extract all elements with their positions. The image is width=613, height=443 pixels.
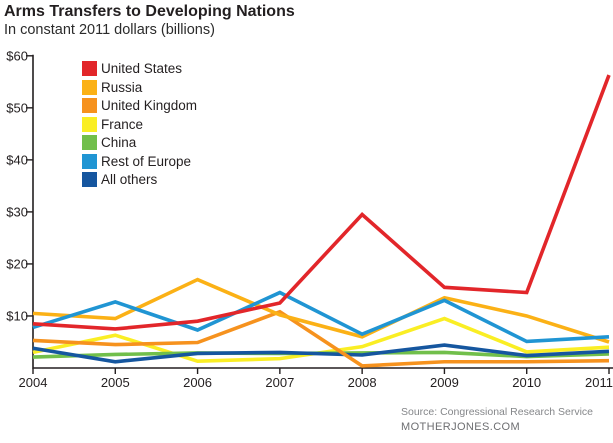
legend-swatch-icon [82, 116, 97, 132]
y-tick-label: $30 [6, 204, 28, 220]
legend-item: Russia [82, 79, 197, 95]
legend-label: All others [101, 172, 158, 187]
legend-swatch-icon [82, 79, 97, 95]
legend: United States Russia United Kingdom France C… [82, 61, 197, 191]
legend-label: United Kingdom [101, 98, 198, 113]
line-rest-of-europe [32, 290, 610, 344]
x-tick-label: 2009 [429, 375, 459, 390]
line-united-states [32, 74, 611, 331]
x-tick-label: 2004 [18, 375, 48, 390]
legend-item: United Kingdom [82, 98, 197, 113]
y-tick-label: $10 [6, 308, 28, 324]
line-russia [32, 277, 610, 344]
legend-swatch-icon [82, 135, 97, 150]
y-tick-label: $40 [6, 152, 28, 168]
y-tick-label: $50 [6, 100, 28, 116]
source-line: Source: Congressional Research Service [401, 406, 594, 418]
legend-item: Rest of Europe [82, 153, 197, 169]
legend-swatch-icon [82, 98, 97, 113]
legend-item: All others [82, 172, 197, 187]
line-all-others [32, 343, 610, 364]
legend-label: China [101, 135, 137, 150]
y-tick-label: $60 [6, 48, 28, 64]
x-tick-label: 2010 [512, 375, 542, 390]
legend-label: Rest of Europe [101, 153, 192, 169]
legend-label: United States [101, 61, 183, 76]
y-tick-label: $20 [6, 256, 28, 272]
x-tick-label: 2006 [183, 375, 213, 390]
chart-title: Arms Transfers to Developing Nations [4, 3, 295, 20]
legend-label: France [101, 116, 144, 132]
line-united-kingdom [32, 309, 610, 368]
x-tick-label: 2008 [347, 375, 377, 390]
legend-swatch-icon [82, 172, 97, 187]
x-tick-label: 2005 [100, 375, 130, 390]
legend-swatch-icon [82, 153, 97, 169]
x-tick-label: 2011 [585, 375, 613, 390]
legend-item: China [82, 135, 197, 150]
legend-label: Russia [101, 79, 143, 95]
chart-subtitle: In constant 2011 dollars (billions) [4, 22, 215, 38]
x-tick-label: 2007 [265, 375, 295, 390]
brand-line: MOTHERJONES.COM [401, 421, 521, 433]
source-credit: Source: Congressional Research Service M… [401, 406, 611, 433]
legend-swatch-icon [82, 61, 97, 76]
legend-item: France [82, 116, 197, 132]
legend-item: United States [82, 61, 197, 76]
